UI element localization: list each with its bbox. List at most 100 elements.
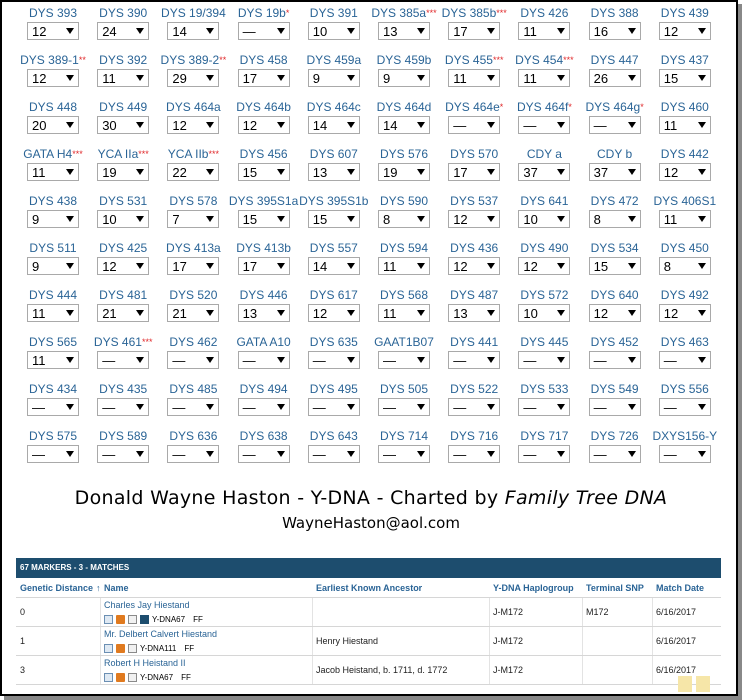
marker-value-select[interactable]: — <box>237 398 290 416</box>
marker-value-select[interactable]: 17 <box>448 22 501 40</box>
marker-value-select[interactable]: 21 <box>97 304 150 322</box>
marker-value-select[interactable]: 10 <box>518 210 571 228</box>
marker-value-select[interactable]: — <box>167 398 220 416</box>
marker-value-select[interactable]: — <box>658 398 711 416</box>
marker-value-select[interactable]: 14 <box>307 257 360 275</box>
marker-value-select[interactable]: 12 <box>27 69 79 87</box>
marker-value-select[interactable]: 12 <box>588 304 641 322</box>
compare-icon[interactable] <box>140 615 149 625</box>
marker-value-select[interactable]: 14 <box>307 116 360 134</box>
marker-value-select[interactable]: 9 <box>27 257 79 275</box>
marker-value-select[interactable]: 12 <box>658 163 711 181</box>
feedback-tab[interactable] <box>696 676 710 692</box>
marker-value-select[interactable]: 8 <box>378 210 430 228</box>
marker-value-select[interactable]: 11 <box>378 304 430 322</box>
marker-value-select[interactable]: — <box>307 398 360 416</box>
marker-value-select[interactable]: — <box>518 398 571 416</box>
marker-value-select[interactable]: — <box>448 445 501 463</box>
marker-value-select[interactable]: — <box>518 351 571 369</box>
marker-value-select[interactable]: 11 <box>518 69 571 87</box>
marker-value-select[interactable]: 15 <box>237 210 290 228</box>
notes-icon[interactable] <box>128 673 137 683</box>
marker-value-select[interactable]: — <box>518 116 571 134</box>
marker-value-select[interactable]: — <box>588 351 641 369</box>
marker-value-select[interactable]: — <box>588 445 641 463</box>
marker-value-select[interactable]: 7 <box>167 210 220 228</box>
marker-value-select[interactable]: — <box>27 445 79 463</box>
email-icon[interactable] <box>104 673 113 683</box>
feedback-tab[interactable] <box>678 676 692 692</box>
marker-value-select[interactable]: 13 <box>307 163 360 181</box>
marker-value-select[interactable]: 11 <box>97 69 150 87</box>
marker-value-select[interactable]: 11 <box>658 210 711 228</box>
col-name[interactable]: Name <box>104 583 129 593</box>
marker-value-select[interactable]: — <box>448 116 501 134</box>
marker-value-select[interactable]: — <box>97 398 150 416</box>
marker-value-select[interactable]: 12 <box>448 257 501 275</box>
marker-value-select[interactable]: 9 <box>378 69 430 87</box>
marker-value-select[interactable]: 9 <box>27 210 79 228</box>
marker-value-select[interactable]: 12 <box>658 22 711 40</box>
marker-value-select[interactable]: 8 <box>658 257 711 275</box>
marker-value-select[interactable]: 17 <box>237 257 290 275</box>
marker-value-select[interactable]: 15 <box>658 69 711 87</box>
col-terminal-snp[interactable]: Terminal SNP <box>586 583 644 593</box>
marker-value-select[interactable]: 13 <box>448 304 501 322</box>
marker-value-select[interactable]: — <box>97 445 150 463</box>
marker-value-select[interactable]: 22 <box>167 163 220 181</box>
marker-value-select[interactable]: 29 <box>167 69 220 87</box>
marker-value-select[interactable]: 17 <box>237 69 290 87</box>
marker-value-select[interactable]: 19 <box>97 163 150 181</box>
marker-value-select[interactable]: — <box>588 398 641 416</box>
marker-value-select[interactable]: 12 <box>167 116 220 134</box>
marker-value-select[interactable]: — <box>448 351 501 369</box>
marker-value-select[interactable]: 12 <box>658 304 711 322</box>
col-genetic-distance[interactable]: Genetic Distance ↑ <box>20 583 101 593</box>
marker-value-select[interactable]: — <box>378 445 430 463</box>
sort-arrow-icon[interactable]: ↑ <box>96 583 101 593</box>
marker-value-select[interactable]: 19 <box>378 163 430 181</box>
marker-value-select[interactable]: — <box>307 445 360 463</box>
marker-value-select[interactable]: — <box>658 445 711 463</box>
marker-value-select[interactable]: — <box>378 351 430 369</box>
marker-value-select[interactable]: 14 <box>167 22 220 40</box>
marker-value-select[interactable]: 12 <box>97 257 150 275</box>
marker-value-select[interactable]: 13 <box>378 22 430 40</box>
marker-value-select[interactable]: 12 <box>448 210 501 228</box>
marker-value-select[interactable]: — <box>658 351 711 369</box>
marker-value-select[interactable]: 12 <box>307 304 360 322</box>
marker-value-select[interactable]: 10 <box>307 22 360 40</box>
email-icon[interactable] <box>104 615 113 625</box>
marker-value-select[interactable]: 11 <box>448 69 501 87</box>
marker-value-select[interactable]: — <box>378 398 430 416</box>
col-ancestor[interactable]: Earliest Known Ancestor <box>316 583 423 593</box>
marker-value-select[interactable]: — <box>167 351 220 369</box>
email-icon[interactable] <box>104 644 113 654</box>
marker-value-select[interactable]: — <box>237 445 290 463</box>
family-tree-icon[interactable] <box>116 615 125 625</box>
marker-value-select[interactable]: 10 <box>97 210 150 228</box>
marker-value-select[interactable]: — <box>518 445 571 463</box>
marker-value-select[interactable]: — <box>27 398 79 416</box>
family-tree-icon[interactable] <box>116 644 125 654</box>
marker-value-select[interactable]: 9 <box>307 69 360 87</box>
col-haplogroup[interactable]: Y-DNA Haplogroup <box>493 583 574 593</box>
marker-value-select[interactable]: 8 <box>588 210 641 228</box>
marker-value-select[interactable]: 24 <box>97 22 150 40</box>
marker-value-select[interactable]: — <box>588 116 641 134</box>
marker-value-select[interactable]: 37 <box>588 163 641 181</box>
marker-value-select[interactable]: 10 <box>518 304 571 322</box>
marker-value-select[interactable]: 15 <box>237 163 290 181</box>
marker-value-select[interactable]: 14 <box>378 116 430 134</box>
marker-value-select[interactable]: 30 <box>97 116 150 134</box>
marker-value-select[interactable]: 11 <box>27 304 79 322</box>
notes-icon[interactable] <box>128 615 137 625</box>
marker-value-select[interactable]: — <box>307 351 360 369</box>
marker-value-select[interactable]: 11 <box>27 163 79 181</box>
marker-value-select[interactable]: 26 <box>588 69 641 87</box>
marker-value-select[interactable]: — <box>237 22 290 40</box>
family-tree-icon[interactable] <box>116 673 125 683</box>
marker-value-select[interactable]: 15 <box>588 257 641 275</box>
match-name-link[interactable]: Robert H Heistand II <box>104 658 186 668</box>
marker-value-select[interactable]: 17 <box>448 163 501 181</box>
